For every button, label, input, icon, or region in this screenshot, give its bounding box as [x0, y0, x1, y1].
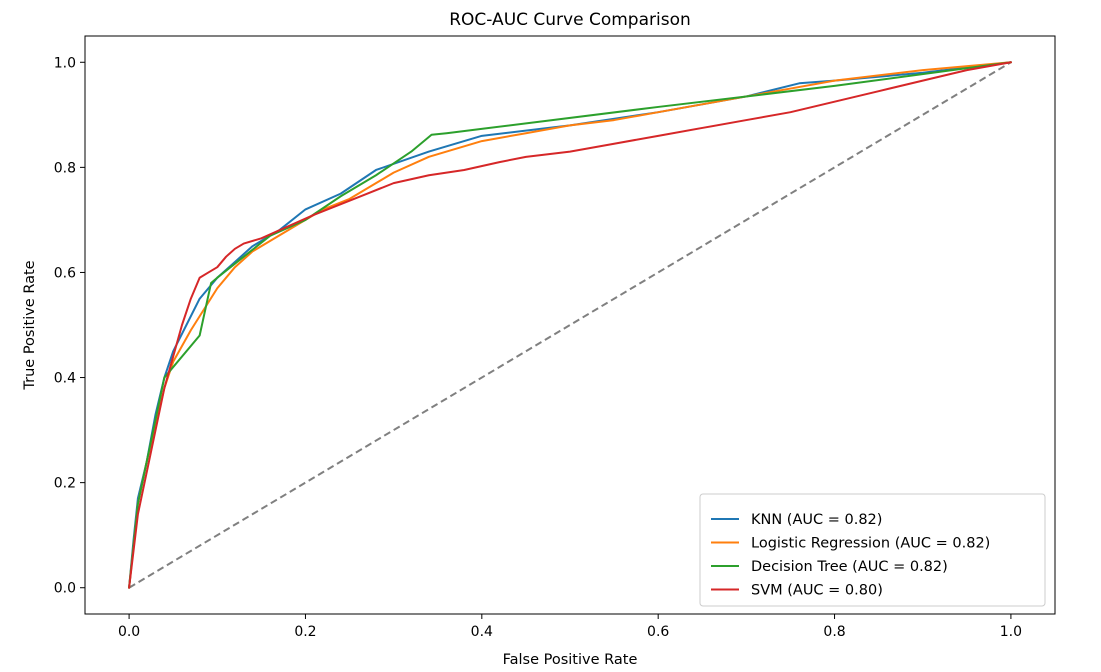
y-ticks: 0.0 0.2 0.4 0.6 0.8 1.0	[54, 55, 85, 597]
plot-frame	[84, 35, 1056, 615]
x-ticks: 0.0 0.2 0.4 0.6 0.8 1.0	[118, 614, 1022, 640]
x-tick-label: 0.0	[118, 624, 140, 640]
series-line-3	[128, 61, 1012, 589]
y-tick-label: 0.0	[54, 581, 76, 597]
legend-label-1: Logistic Regression (AUC = 0.82)	[751, 536, 990, 552]
y-tick-label: 1.0	[54, 55, 76, 71]
legend: KNN (AUC = 0.82) Logistic Regression (AUC…	[699, 493, 1046, 607]
x-axis-title: False Positive Rate	[503, 652, 638, 668]
legend-label-0: KNN (AUC = 0.82)	[751, 512, 882, 528]
x-tick-label: 0.4	[471, 624, 493, 640]
legend-items: KNN (AUC = 0.82) Logistic Regression (AUC…	[711, 512, 990, 599]
y-tick-label: 0.2	[54, 476, 76, 492]
reference-line-layer	[128, 61, 1012, 589]
reference-diagonal-line	[128, 61, 1012, 589]
y-tick-label: 0.4	[54, 371, 76, 387]
legend-label-3: SVM (AUC = 0.80)	[751, 583, 883, 599]
chart-title: ROC-AUC Curve Comparison	[449, 10, 691, 30]
series-line-2	[128, 61, 1012, 589]
y-tick-label: 0.8	[54, 160, 76, 176]
y-axis-title: True Positive Rate	[22, 260, 38, 390]
legend-label-2: Decision Tree (AUC = 0.82)	[751, 559, 948, 575]
series-layer	[128, 61, 1012, 589]
x-tick-label: 0.8	[823, 624, 845, 640]
x-tick-label: 0.6	[647, 624, 669, 640]
x-tick-label: 1.0	[1000, 624, 1022, 640]
x-tick-label: 0.2	[294, 624, 316, 640]
legend-box	[699, 493, 1046, 607]
y-tick-label: 0.6	[54, 265, 76, 281]
